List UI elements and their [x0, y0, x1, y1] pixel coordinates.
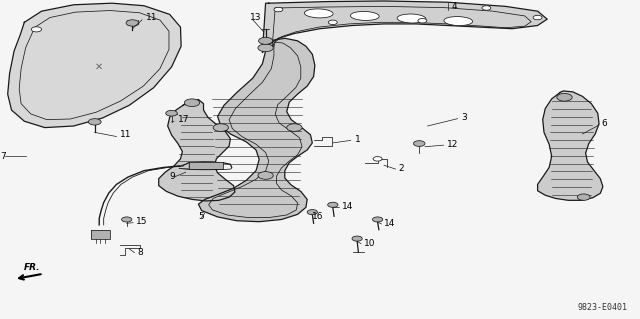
Text: 1: 1 [355, 135, 360, 144]
Text: 6: 6 [602, 119, 607, 128]
Text: FR.: FR. [24, 263, 40, 272]
Circle shape [88, 119, 101, 125]
Circle shape [482, 6, 491, 10]
Polygon shape [159, 100, 235, 201]
Polygon shape [198, 38, 315, 222]
Ellipse shape [305, 9, 333, 18]
Text: 17: 17 [178, 115, 189, 124]
Polygon shape [91, 230, 110, 239]
Circle shape [258, 172, 273, 179]
Circle shape [328, 20, 337, 25]
Text: 14: 14 [342, 202, 354, 211]
Circle shape [126, 20, 139, 26]
Circle shape [577, 194, 590, 200]
Circle shape [258, 44, 273, 52]
Circle shape [372, 217, 383, 222]
Circle shape [328, 202, 338, 207]
Text: 5: 5 [198, 212, 204, 221]
Circle shape [557, 93, 572, 101]
Polygon shape [8, 3, 181, 128]
Circle shape [413, 141, 425, 146]
Text: 15: 15 [136, 217, 148, 226]
Text: 8: 8 [138, 248, 143, 256]
Text: 3: 3 [461, 113, 467, 122]
Circle shape [122, 217, 132, 222]
Polygon shape [189, 162, 223, 169]
Circle shape [533, 15, 542, 20]
Circle shape [213, 124, 228, 131]
Polygon shape [538, 91, 603, 200]
Text: ✕: ✕ [95, 62, 103, 72]
Circle shape [287, 124, 302, 131]
Circle shape [31, 27, 42, 32]
Circle shape [373, 157, 382, 161]
Ellipse shape [351, 11, 379, 20]
Ellipse shape [444, 17, 472, 26]
Text: 9: 9 [170, 172, 175, 181]
Polygon shape [262, 1, 547, 53]
Circle shape [166, 110, 177, 116]
Text: 13: 13 [250, 13, 261, 22]
Text: 11: 11 [120, 130, 132, 139]
Text: 16: 16 [312, 212, 324, 221]
Ellipse shape [397, 14, 426, 23]
Circle shape [307, 210, 317, 215]
Text: 12: 12 [447, 140, 458, 149]
Text: 2: 2 [398, 164, 404, 173]
Circle shape [184, 99, 200, 107]
Text: 9823-E0401: 9823-E0401 [577, 303, 627, 312]
Text: 7: 7 [0, 152, 6, 161]
Circle shape [352, 236, 362, 241]
Circle shape [274, 7, 283, 12]
Text: 11: 11 [146, 13, 157, 22]
Text: 10: 10 [364, 239, 375, 248]
Circle shape [259, 37, 273, 44]
Circle shape [418, 19, 427, 23]
Text: 14: 14 [384, 219, 396, 228]
Text: 4: 4 [451, 2, 457, 11]
